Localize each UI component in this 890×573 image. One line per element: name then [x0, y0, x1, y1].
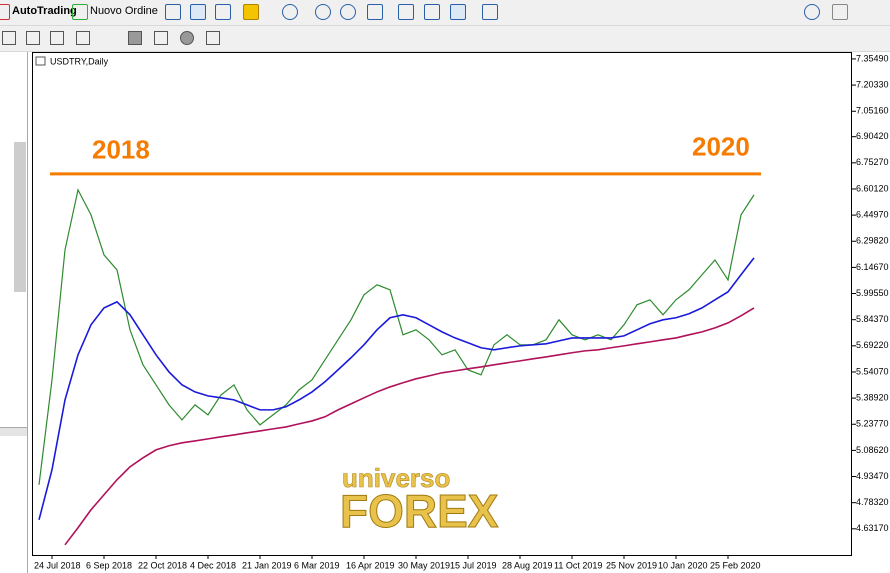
bar-chart-tool[interactable] — [165, 4, 181, 20]
fibo-tool[interactable] — [2, 31, 16, 45]
chart-icon — [35, 56, 46, 66]
autotrading-icon[interactable] — [0, 4, 10, 20]
y-tick-label: 4.63170 — [856, 523, 889, 533]
x-tick-label: 25 Nov 2019 — [606, 560, 657, 570]
y-tick-label: 4.93470 — [856, 471, 889, 481]
scrollbar[interactable] — [14, 142, 26, 292]
x-tick-label: 30 May 2019 — [398, 560, 450, 570]
x-tick-label: 25 Feb 2020 — [710, 560, 761, 570]
y-tick-label: 5.69220 — [856, 340, 889, 350]
y-tick-label: 5.54070 — [856, 366, 889, 376]
shapes-tool[interactable] — [206, 31, 220, 45]
candle-chart-tool[interactable] — [190, 4, 206, 20]
new-order-button[interactable]: Nuovo Ordine — [90, 5, 158, 17]
crosshair-tool[interactable] — [450, 4, 466, 20]
x-tick-label: 6 Sep 2018 — [86, 560, 132, 570]
toolbar-objects — [0, 26, 890, 52]
autotrading-button[interactable]: AutoTrading — [12, 5, 77, 17]
chart-title: USDTRY,Daily — [50, 56, 109, 66]
arrow-tool[interactable] — [154, 31, 168, 45]
gann-tool[interactable] — [26, 31, 40, 45]
watermark-top: universo — [342, 463, 450, 493]
series-line — [38, 257, 755, 521]
side-panel — [0, 52, 28, 573]
line-chart-tool[interactable] — [215, 4, 231, 20]
y-tick-label: 4.78320 — [856, 497, 889, 507]
chat-tool[interactable] — [832, 4, 848, 20]
y-tick-label: 6.29820 — [856, 236, 889, 246]
y-tick-label: 7.35490 — [856, 53, 889, 63]
x-tick-label: 15 Jul 2019 — [450, 560, 497, 570]
chart: USDTRY,Daily universo FOREX 7.35490 7.203… — [28, 52, 890, 573]
y-tick-label: 6.44970 — [856, 209, 889, 219]
watermark-bottom: FOREX — [340, 485, 499, 537]
y-tick-label: 7.05160 — [856, 106, 889, 116]
autoscroll-tool[interactable] — [398, 4, 414, 20]
zoom-in-tool[interactable] — [315, 4, 331, 20]
y-tick-label: 6.75270 — [856, 157, 889, 167]
series-line — [64, 307, 755, 546]
template-tool[interactable] — [482, 4, 498, 20]
tile-tool[interactable] — [367, 4, 383, 20]
periods-tool[interactable] — [282, 4, 298, 20]
x-tick-label: 21 Jan 2019 — [242, 560, 292, 570]
x-tick-label: 16 Apr 2019 — [346, 560, 395, 570]
annotation: 2020 — [692, 132, 750, 162]
x-tick-label: 6 Mar 2019 — [294, 560, 340, 570]
toolbar-main: AutoTrading Nuovo Ordine — [0, 0, 890, 26]
shift-tool[interactable] — [424, 4, 440, 20]
indicators-tool[interactable] — [243, 4, 259, 20]
x-tick-label: 22 Oct 2018 — [138, 560, 187, 570]
x-tick-label: 11 Oct 2019 — [554, 560, 602, 570]
y-tick-label: 5.38920 — [856, 392, 889, 402]
x-tick-label: 10 Jan 2020 — [658, 560, 708, 570]
y-tick-label: 5.84370 — [856, 314, 889, 324]
y-tick-label: 6.14670 — [856, 262, 889, 272]
ellipse-tool[interactable] — [180, 31, 194, 45]
search-tool[interactable] — [804, 4, 820, 20]
y-tick-label: 6.60120 — [856, 183, 889, 193]
rectangle-tool[interactable] — [128, 31, 142, 45]
chart-frame — [32, 52, 852, 556]
y-tick-label: 6.90420 — [856, 131, 889, 141]
panel-divider — [0, 427, 27, 436]
text-tool[interactable] — [76, 31, 90, 45]
x-tick-label: 24 Jul 2018 — [34, 560, 81, 570]
y-tick-label: 5.99550 — [856, 288, 889, 298]
channel-tool[interactable] — [50, 31, 64, 45]
annotation: 2018 — [92, 135, 150, 165]
y-tick-label: 7.20330 — [856, 79, 889, 89]
series-line — [38, 188, 755, 485]
x-tick-label: 4 Dec 2018 — [190, 560, 236, 570]
y-tick-label: 5.08620 — [856, 445, 889, 455]
y-tick-label: 5.23770 — [856, 419, 889, 429]
new-order-icon[interactable] — [72, 4, 88, 20]
zoom-out-tool[interactable] — [340, 4, 356, 20]
x-tick-label: 28 Aug 2019 — [502, 560, 553, 570]
